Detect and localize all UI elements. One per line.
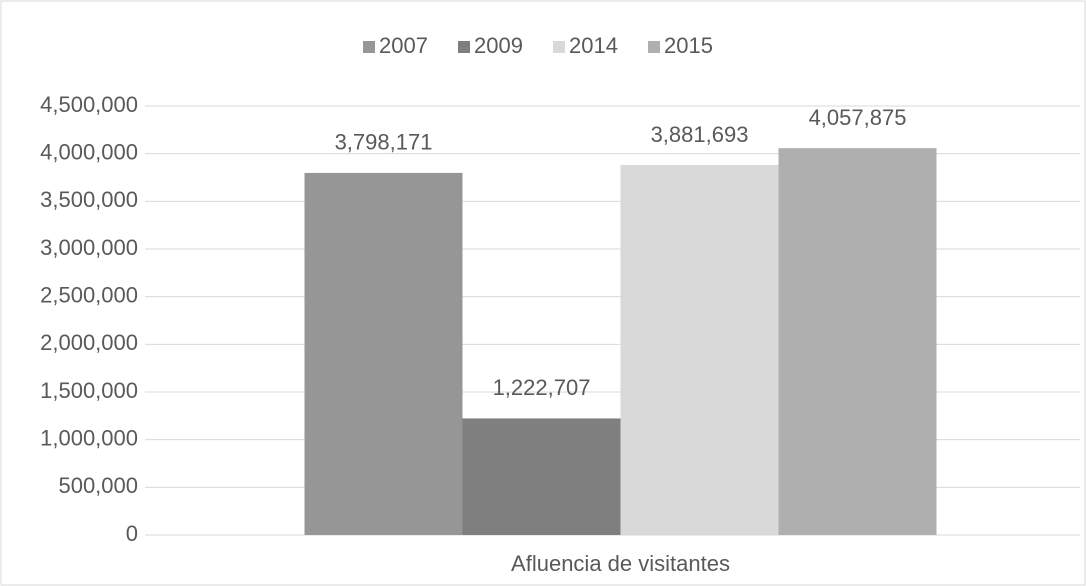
- legend-swatch: [553, 41, 565, 53]
- data-label: 1,222,707: [493, 375, 591, 400]
- legend-swatch: [363, 41, 375, 53]
- data-label: 3,881,693: [651, 122, 749, 147]
- legend-label: 2007: [379, 33, 428, 58]
- bar: [620, 164, 779, 536]
- legend-label: 2009: [474, 33, 523, 58]
- legend-label: 2014: [569, 33, 618, 58]
- y-tick-label: 2,000,000: [40, 330, 138, 355]
- y-tick-label: 1,500,000: [40, 378, 138, 403]
- y-tick-label: 500,000: [58, 473, 138, 498]
- data-label: 3,798,171: [335, 130, 433, 155]
- y-tick-label: 0: [126, 521, 138, 546]
- bar: [304, 172, 463, 535]
- x-tick-label: Afluencia de visitantes: [511, 551, 730, 576]
- y-tick-label: 4,000,000: [40, 139, 138, 164]
- bar: [778, 148, 937, 536]
- y-tick-label: 4,500,000: [40, 92, 138, 117]
- legend-swatch: [648, 41, 660, 53]
- data-label: 4,057,875: [809, 105, 907, 130]
- y-tick-label: 2,500,000: [40, 282, 138, 307]
- legend-label: 2015: [664, 33, 713, 58]
- bar: [462, 418, 621, 535]
- legend-swatch: [458, 41, 470, 53]
- y-tick-label: 3,500,000: [40, 187, 138, 212]
- y-tick-label: 1,000,000: [40, 425, 138, 450]
- y-tick-label: 3,000,000: [40, 235, 138, 260]
